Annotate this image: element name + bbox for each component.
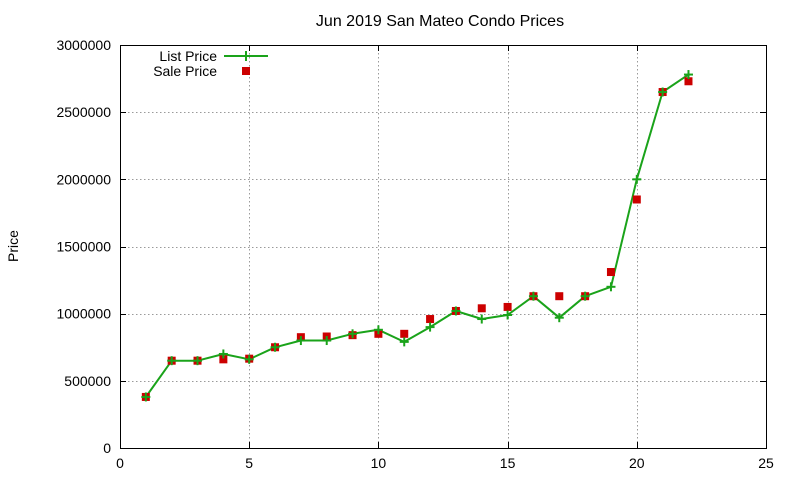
list-price-point: [270, 342, 280, 352]
plot-frame: [120, 45, 767, 449]
x-tick-label: 10: [371, 455, 387, 471]
grid: [120, 45, 766, 448]
list-price-point: [477, 314, 487, 324]
sale-price-point: [684, 77, 693, 86]
y-tick-label: 2500000: [56, 104, 111, 120]
list-price-point: [348, 329, 358, 339]
ticks: 0 5 10 15 20 25 0 500000 1000000 1500000 2000000 25…: [56, 37, 774, 471]
list-price-point: [528, 291, 538, 301]
list-price-line: [144, 73, 690, 398]
y-tick-label: 1000000: [56, 306, 111, 322]
list-price-point: [141, 392, 151, 402]
chart-title: Jun 2019 San Mateo Condo Prices: [316, 13, 564, 30]
list-price-point: [606, 282, 616, 292]
x-tick-label: 0: [116, 455, 124, 471]
y-tick-label: 500000: [64, 373, 111, 389]
list-price-point: [658, 87, 668, 97]
sale-price-point: [400, 329, 409, 338]
list-price-point: [296, 336, 306, 346]
sale-price-point: [503, 302, 512, 311]
sale-price-point: [426, 315, 435, 324]
series-layer: [141, 70, 693, 402]
list-price-point: [554, 313, 564, 323]
list-price-point: [683, 70, 693, 80]
legend-label-sale-price: Sale Price: [153, 63, 217, 79]
list-price-point: [322, 336, 332, 346]
list-price-point: [399, 337, 409, 347]
list-price-point: [451, 306, 461, 316]
list-price-point: [167, 356, 177, 366]
sale-price-point: [477, 304, 486, 313]
list-price-point: [632, 174, 642, 184]
legend: List Price Sale Price: [153, 48, 268, 79]
sale-price-point: [632, 195, 641, 204]
sale-price-point: [606, 268, 615, 277]
sale-price-point: [219, 355, 228, 364]
y-tick-label: 0: [103, 440, 111, 456]
x-tick-label: 20: [629, 455, 645, 471]
list-price-point: [425, 322, 435, 332]
list-price-point: [373, 325, 383, 335]
x-tick-label: 15: [500, 455, 516, 471]
list-price-point: [503, 310, 513, 320]
legend-marker-sale-price: [242, 67, 250, 75]
legend-label-list-price: List Price: [159, 48, 217, 64]
list-price-point: [193, 356, 203, 366]
y-axis-title: Price: [5, 230, 21, 262]
x-tick-label: 25: [758, 455, 774, 471]
list-price-point: [244, 354, 254, 364]
sale-price-point: [555, 292, 564, 301]
y-tick-label: 1500000: [56, 239, 111, 255]
list-price-point: [218, 349, 228, 359]
list-price-point: [580, 291, 590, 301]
x-tick-label: 5: [245, 455, 253, 471]
y-tick-label: 2000000: [56, 171, 111, 187]
y-tick-label: 3000000: [56, 37, 111, 53]
